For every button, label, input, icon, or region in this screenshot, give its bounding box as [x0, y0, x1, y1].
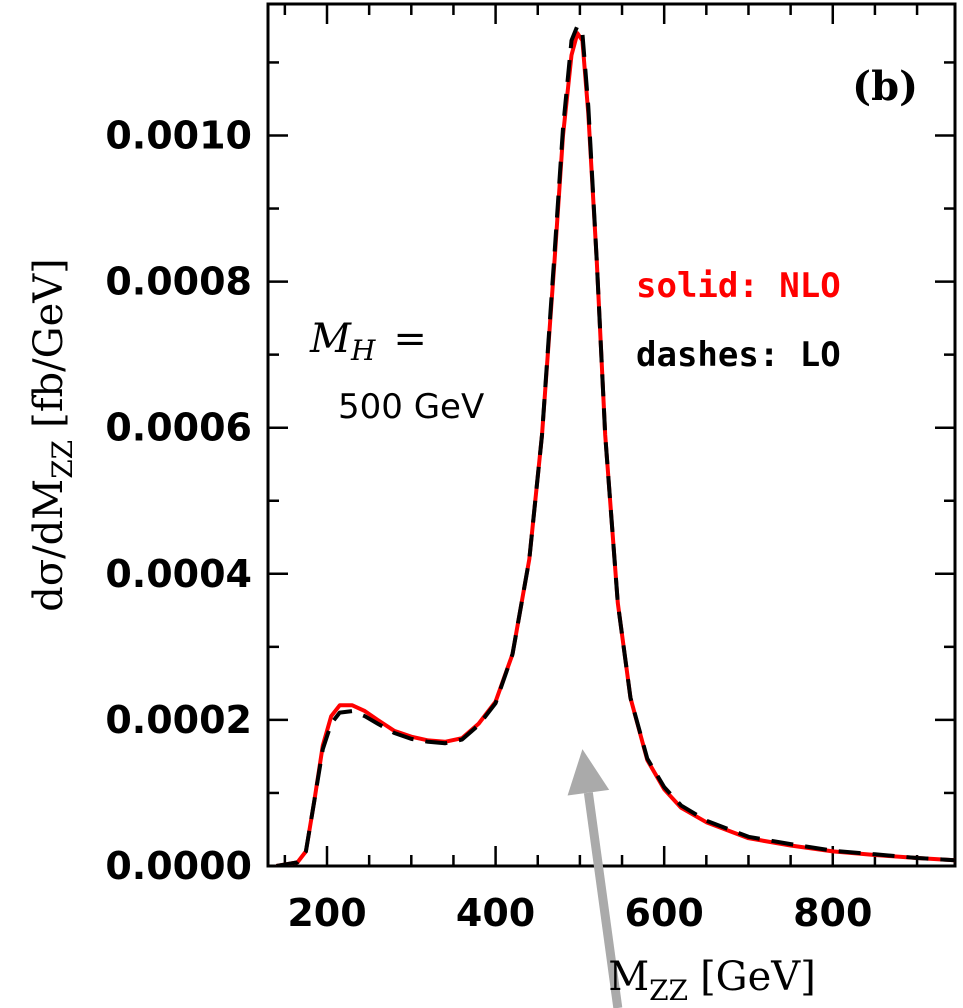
y-tick-label: 0.0002: [105, 698, 252, 742]
series-lo: [276, 23, 955, 866]
x-tick-label: 400: [456, 891, 535, 935]
mh-subscript: H: [350, 334, 376, 367]
arrow-shaft: [583, 792, 623, 1008]
mh-value: 500 GeV: [338, 387, 484, 427]
x-tick-label: 600: [625, 891, 704, 935]
panel-label: (b): [852, 63, 918, 110]
y-tick-label: 0.0008: [105, 260, 252, 304]
tick-marks: [268, 4, 955, 868]
x-axis-sub: ZZ: [649, 974, 688, 1007]
series-nlo: [276, 31, 955, 866]
x-tick-label: 200: [287, 891, 366, 935]
x-tick-label: 800: [793, 891, 872, 935]
x-axis-main: M: [608, 954, 649, 1000]
y-axis-main: dσ/dM: [26, 479, 72, 612]
y-tick-label: 0.0004: [105, 552, 252, 596]
y-tick-label: 0.0000: [105, 844, 252, 888]
plot-frame: [266, 2, 957, 868]
curves: [276, 23, 955, 866]
mh-symbol: M: [309, 316, 352, 362]
x-axis-title: MZZ [GeV]: [608, 954, 816, 1007]
mh-annotation: MH =: [309, 316, 427, 367]
mass-arrow: [567, 749, 623, 1008]
legend-lo: dashes: LO: [636, 335, 841, 375]
arrow-head: [567, 749, 610, 796]
mh-equals: =: [393, 316, 427, 362]
y-axis-unit: [fb/GeV]: [26, 258, 72, 428]
y-tick-label: 0.0010: [105, 113, 252, 157]
y-tick-labels: 0.0000 0.0002 0.0004 0.0006 0.0008 0.0010: [105, 113, 252, 888]
y-tick-label: 0.0006: [105, 406, 252, 450]
x-tick-labels: 200 400 600 800: [287, 891, 872, 935]
y-axis-title: dσ/dMZZ [fb/GeV]: [26, 258, 79, 611]
y-axis-sub: ZZ: [46, 440, 79, 479]
x-axis-unit: [GeV]: [700, 954, 816, 1000]
legend-nlo: solid: NLO: [636, 266, 841, 306]
